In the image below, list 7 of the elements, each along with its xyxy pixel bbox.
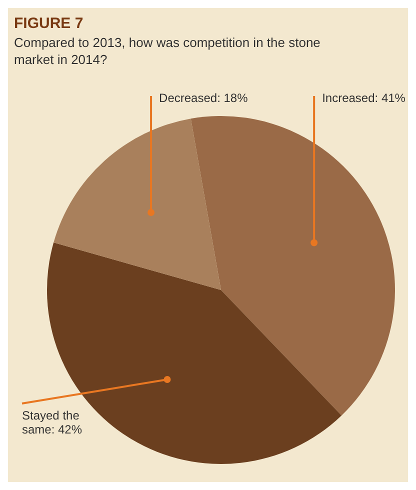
- pie-slice: [190, 116, 395, 416]
- chart-title: FIGURE 7: [14, 15, 84, 32]
- slice-label: Increased: 41%: [322, 91, 406, 105]
- chart-subtitle: Compared to 2013, how was competition in the stone market in 2014?: [14, 35, 320, 67]
- pie-slice: [54, 118, 221, 290]
- slice-label: Stayed the same: 42%: [22, 408, 82, 436]
- slice-label: Decreased: 18%: [159, 91, 248, 105]
